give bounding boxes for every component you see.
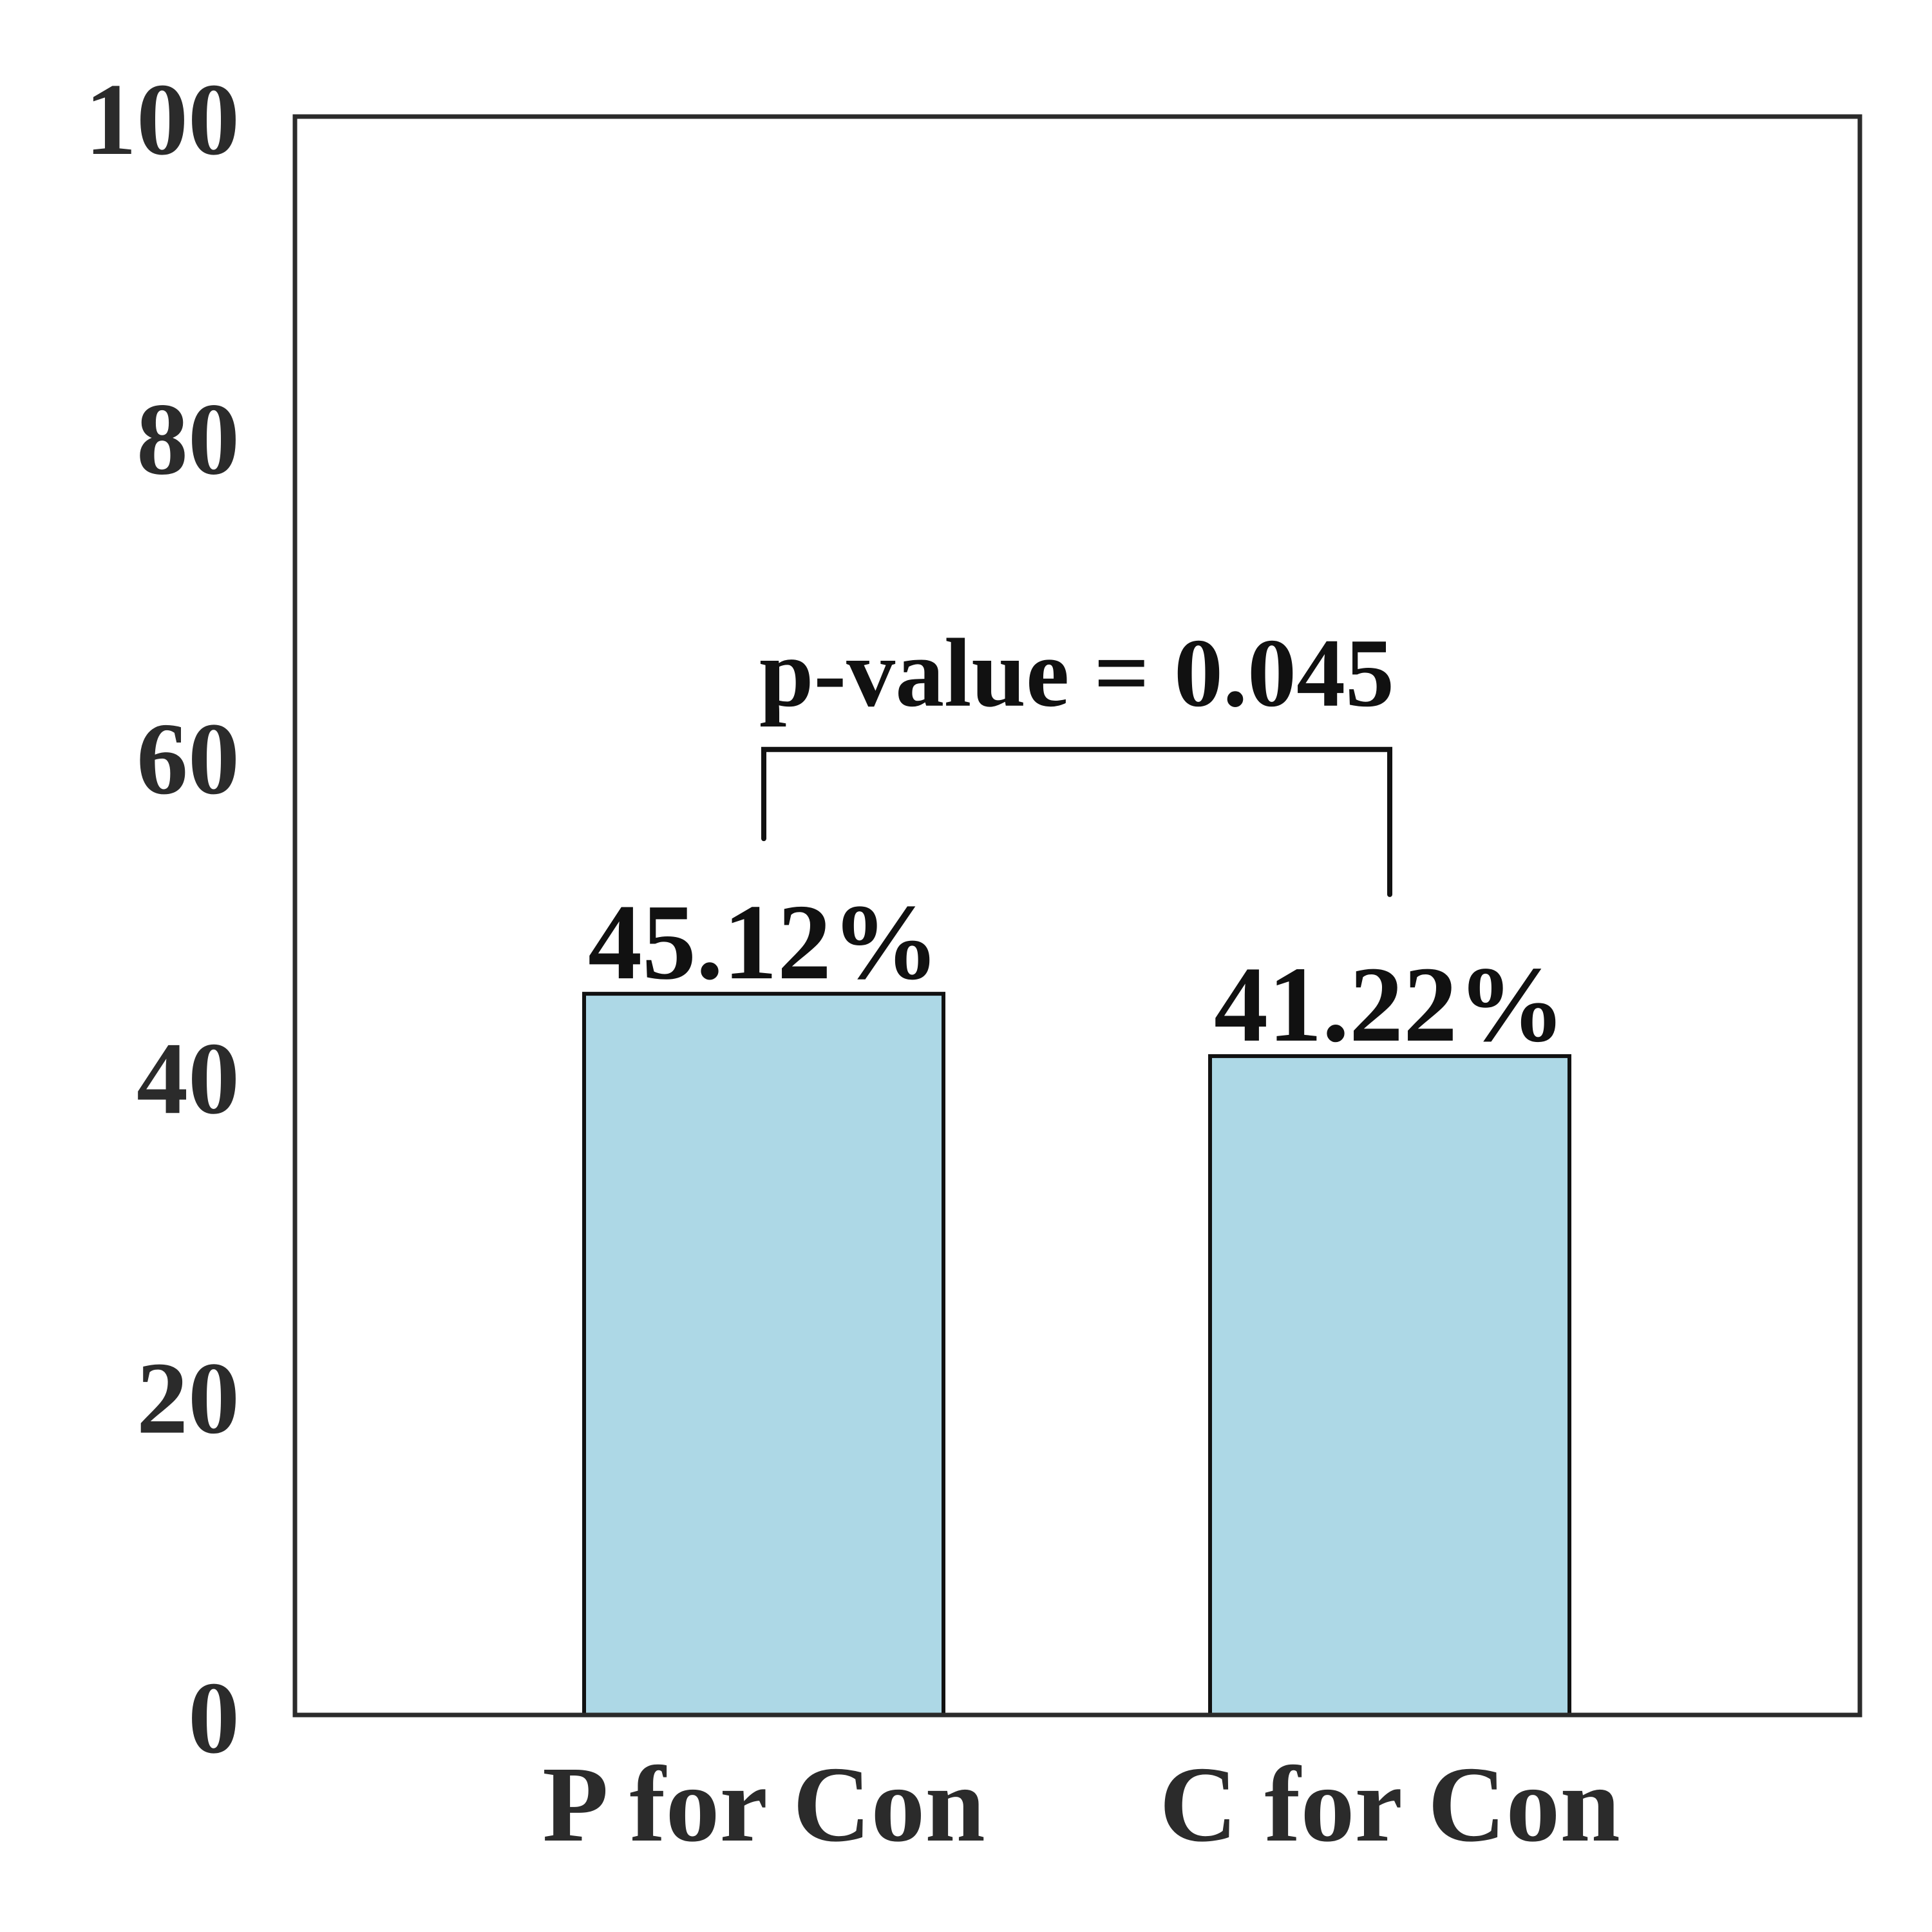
significance-bracket-line [761, 746, 1392, 897]
y-tick-label: 60 [137, 701, 240, 816]
x-category-label: P for Con [542, 1745, 985, 1864]
bar-2 [1208, 1054, 1571, 1717]
y-tick-label: 20 [137, 1341, 240, 1455]
bars-layer: 45.12% 41.22% [582, 882, 1571, 1717]
plot-frame [292, 114, 1862, 1718]
p-value-label: p-value = 0.045 [759, 619, 1394, 727]
y-tick-label: 0 [188, 1660, 240, 1775]
x-axis-categories: P for Con C for Con [542, 1745, 1620, 1864]
y-tick-label: 40 [137, 1021, 240, 1135]
y-tick-label: 80 [137, 381, 240, 496]
bar-1 [582, 992, 945, 1717]
y-tick-label: 100 [85, 62, 240, 176]
bar-value-label-2: 41.22% [1214, 945, 1566, 1065]
y-axis-ticks: 0 20 40 60 80 100 [85, 62, 240, 1775]
x-category-label: C for Con [1159, 1745, 1620, 1864]
bar-value-label-1: 45.12% [588, 882, 940, 1002]
significance-bracket: p-value = 0.045 [759, 619, 1394, 897]
